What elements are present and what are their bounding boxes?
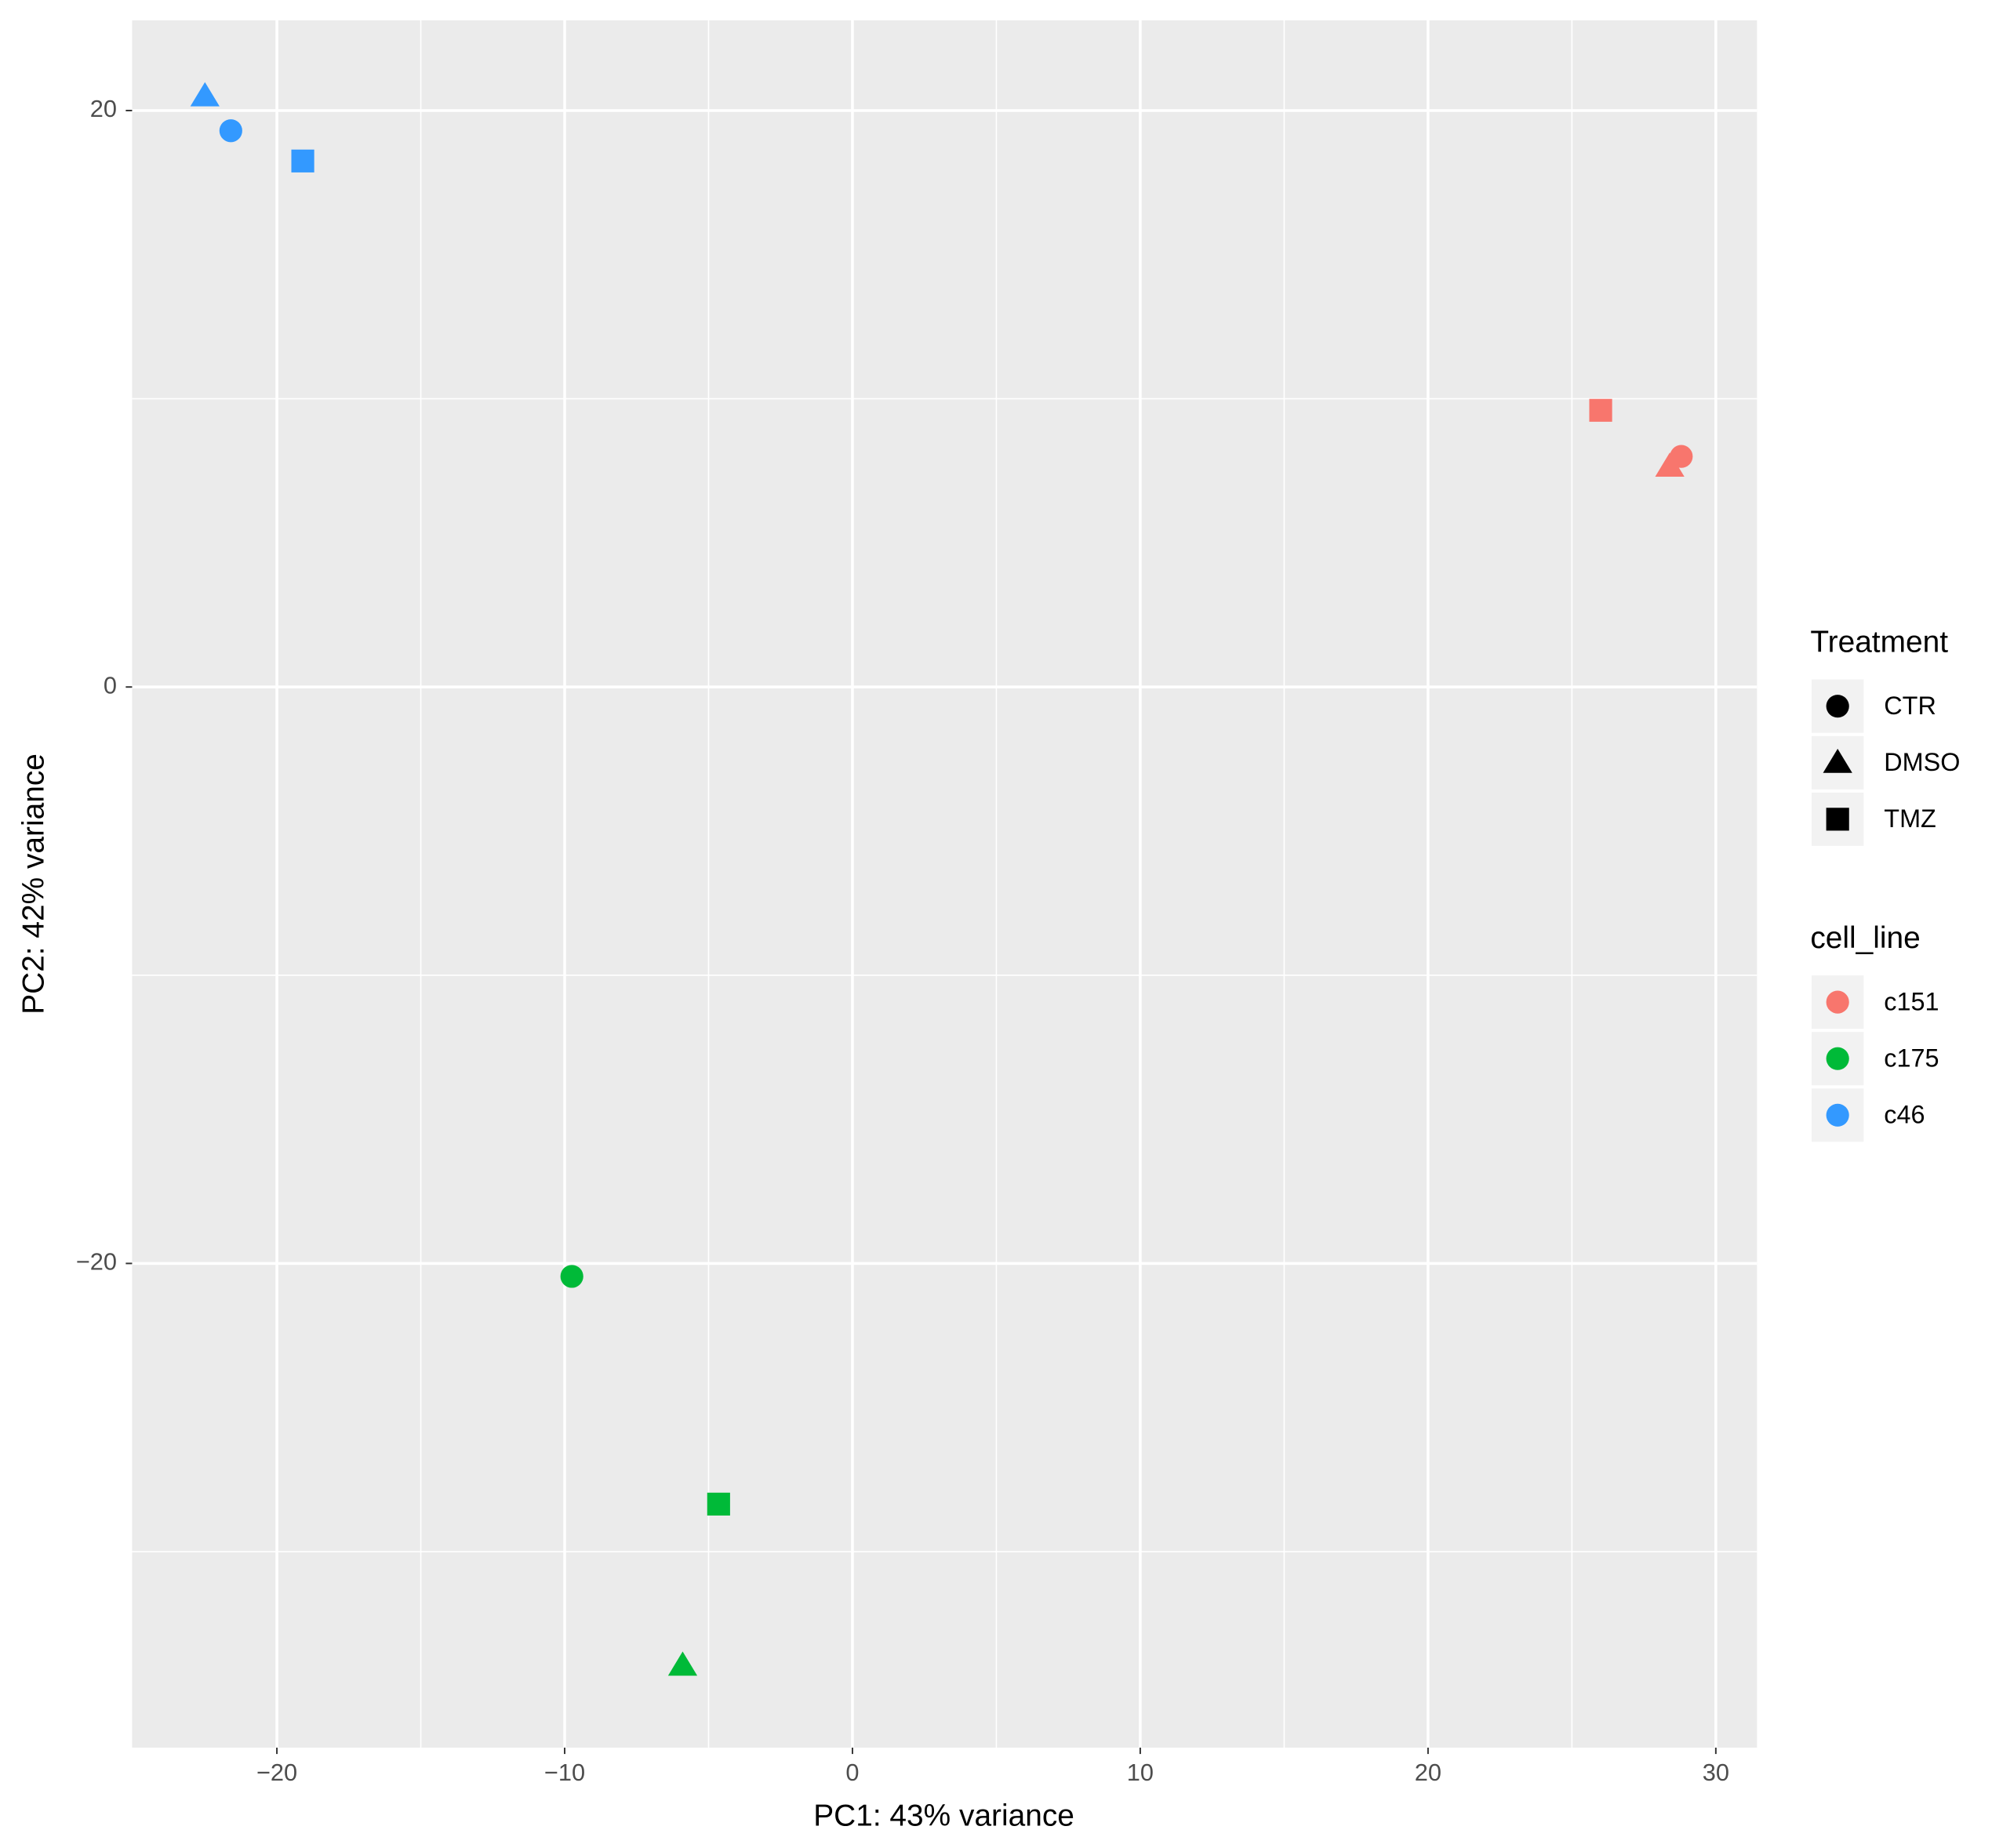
legend-label: c175 [1884,1044,1939,1072]
legend: CTR DMSO TMZ c151 c175 c46 [1811,679,1960,1142]
panel [132,20,1758,1748]
y-axis-label: PC2: 42% variance [17,753,51,1015]
legend-label: TMZ [1884,804,1936,833]
legend-title: Treatment [1810,626,1948,659]
x-tick-label: 10 [1127,1759,1154,1786]
point [219,119,242,143]
legend-symbol [1826,1047,1849,1070]
x-tick-label: 20 [1415,1759,1441,1786]
y-tick-label: 20 [90,95,117,122]
x-tick-label: −10 [544,1759,585,1786]
grid [132,20,1758,1748]
points [190,82,1693,1676]
legend-label: DMSO [1884,748,1960,776]
x-tick-label: −20 [256,1759,297,1786]
legend-symbol [1826,808,1849,831]
legend-symbol [1826,695,1849,718]
legend-title: cell_line [1810,921,1920,955]
point [190,82,220,107]
y-tick-label: 0 [104,671,117,699]
point [1655,452,1685,477]
point [1589,398,1612,422]
point [560,1265,583,1288]
legend-symbol [1823,748,1852,773]
y-tick-label: −20 [76,1248,117,1276]
x-tick-label: 0 [845,1759,859,1786]
legend-symbol [1826,990,1849,1014]
point [291,149,314,172]
point [707,1492,730,1516]
legend-label: c151 [1884,987,1939,1015]
legend-label: CTR [1884,692,1936,720]
legend-symbol [1826,1103,1849,1127]
legend-label: c46 [1884,1100,1925,1128]
point [667,1651,698,1676]
x-axis-label: PC1: 43% variance [813,1799,1074,1832]
x-tick-label: 30 [1703,1759,1729,1786]
